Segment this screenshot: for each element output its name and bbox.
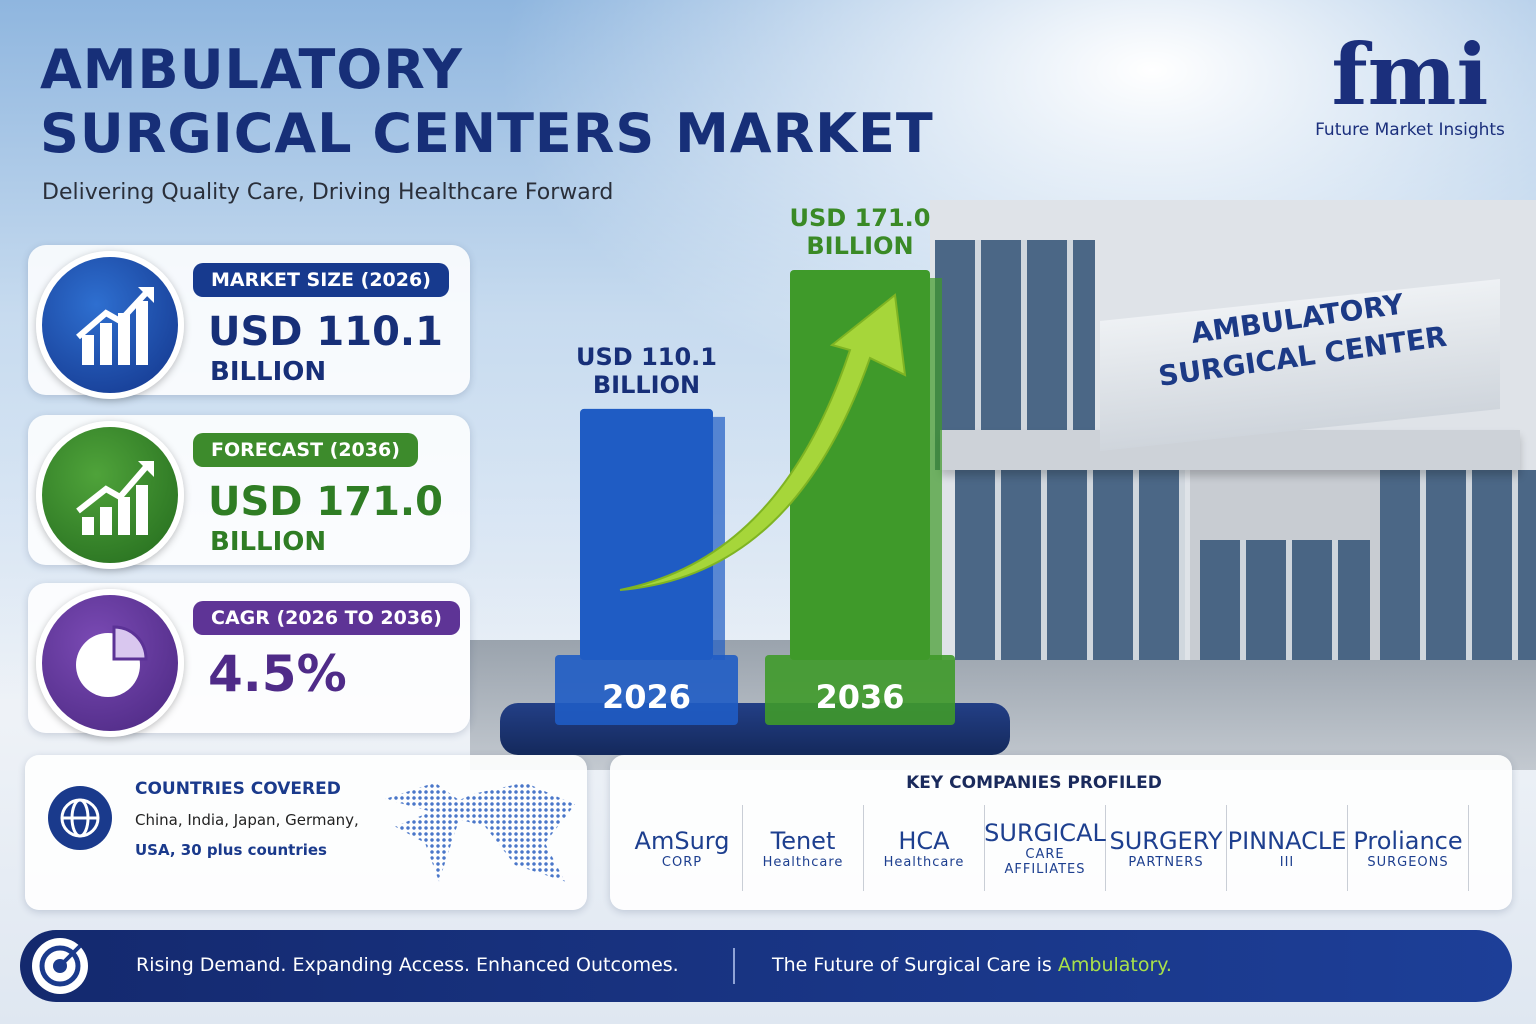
stat-label: MARKET SIZE (2026) bbox=[193, 263, 449, 297]
growth-icon bbox=[76, 287, 154, 365]
company-logo: PINNACLE III bbox=[1227, 805, 1348, 891]
stat-unit: BILLION bbox=[210, 527, 327, 557]
footer-tagline: Rising Demand. Expanding Access. Enhance… bbox=[136, 954, 679, 976]
stat-card: CAGR (2026 TO 2036) 4.5% bbox=[28, 583, 470, 737]
growth-arrow bbox=[619, 293, 907, 591]
title-line: SURGICAL CENTERS MARKET bbox=[40, 102, 934, 165]
globe-icon bbox=[48, 786, 112, 850]
footer-banner: Rising Demand. Expanding Access. Enhance… bbox=[20, 930, 1512, 1002]
growth-icon bbox=[76, 461, 154, 535]
entrance-doors bbox=[1200, 540, 1370, 660]
stat-icon bbox=[36, 421, 184, 569]
company-name: AFFILIATES bbox=[1004, 862, 1086, 877]
logo-name: Future Market Insights bbox=[1315, 120, 1505, 140]
company-name: AmSurg bbox=[634, 826, 730, 855]
company-name: SURGERY bbox=[1109, 826, 1223, 855]
category-label: 2026 bbox=[601, 678, 692, 716]
company-logo: SURGICAL CARE AFFILIATES bbox=[984, 805, 1106, 891]
value-label: USD 110.1 BILLION bbox=[576, 342, 717, 399]
title: AMBULATORY SURGICAL CENTERS MARKET bbox=[40, 38, 934, 166]
stat-card: MARKET SIZE (2026) USD 110.1 BILLION bbox=[28, 245, 470, 399]
category-label: 2036 bbox=[815, 678, 905, 716]
company-logos: AmSurg CORP Tenet Healthcare HCA Healthcare SU… bbox=[622, 805, 1469, 891]
company-logo: AmSurg CORP bbox=[622, 805, 743, 891]
companies-panel: KEY COMPANIES PROFILED AmSurg CORP Tenet He… bbox=[610, 755, 1512, 910]
company-name: CARE bbox=[1025, 847, 1065, 862]
company-logo: Tenet Healthcare bbox=[743, 805, 864, 891]
company-name: PARTNERS bbox=[1128, 854, 1204, 870]
bar-side bbox=[930, 278, 942, 660]
stat-unit: BILLION bbox=[210, 357, 327, 387]
bar-pedestal bbox=[765, 655, 955, 725]
stat-icon bbox=[36, 589, 184, 737]
company-logo: HCA Healthcare bbox=[864, 805, 985, 891]
bar-side bbox=[713, 416, 725, 660]
company-name: SURGICAL bbox=[984, 819, 1106, 847]
bar-pedestal bbox=[555, 655, 738, 725]
company-name: PINNACLE bbox=[1227, 826, 1347, 855]
stat-value: USD 171.0 bbox=[208, 479, 443, 525]
stat-label: CAGR (2026 TO 2036) bbox=[193, 601, 460, 635]
world-map bbox=[385, 782, 575, 882]
stat-icon bbox=[36, 251, 184, 399]
footer-text: The Future of Surgical Care is bbox=[772, 954, 1052, 976]
company-name: III bbox=[1279, 854, 1295, 870]
subtitle: Delivering Quality Care, Driving Healthc… bbox=[42, 180, 614, 205]
building-windows bbox=[1380, 470, 1536, 660]
title-line: AMBULATORY bbox=[40, 38, 464, 101]
company-name: SURGEONS bbox=[1367, 854, 1449, 870]
company-name: Healthcare bbox=[883, 854, 965, 870]
countries-line: USA, 30 plus countries bbox=[135, 841, 327, 859]
pie-icon bbox=[76, 625, 148, 697]
stat-label: FORECAST (2036) bbox=[193, 433, 418, 467]
company-name: Proliance bbox=[1353, 826, 1463, 855]
divider bbox=[733, 948, 735, 984]
company-logo: SURGERY PARTNERS bbox=[1106, 805, 1227, 891]
company-name: Tenet bbox=[770, 826, 836, 855]
companies-title: KEY COMPANIES PROFILED bbox=[906, 773, 1162, 793]
company-logo: Proliance SURGEONS bbox=[1348, 805, 1469, 891]
stat-value: 4.5% bbox=[208, 645, 347, 703]
countries-title: COUNTRIES COVERED bbox=[135, 779, 341, 799]
bar bbox=[580, 408, 713, 660]
countries-line: China, India, Japan, Germany, bbox=[135, 811, 359, 829]
target-icon bbox=[32, 938, 88, 994]
value-label: USD 171.0 BILLION bbox=[789, 204, 931, 260]
company-name: HCA bbox=[898, 826, 950, 855]
logo: fmi Future Market Insights bbox=[1310, 25, 1510, 141]
company-name: Healthcare bbox=[762, 854, 844, 870]
footer-statement: The Future of Surgical Care is Ambulator… bbox=[772, 954, 1172, 976]
stat-value: USD 110.1 bbox=[208, 309, 443, 355]
logo-mark: fmi bbox=[1331, 25, 1489, 124]
countries-panel: COUNTRIES COVERED China, India, Japan, G… bbox=[25, 755, 587, 910]
company-name: CORP bbox=[661, 854, 703, 870]
footer-highlight: Ambulatory. bbox=[1057, 954, 1172, 976]
building-windows bbox=[955, 470, 1185, 660]
stat-card: FORECAST (2036) USD 171.0 BILLION bbox=[28, 415, 470, 569]
